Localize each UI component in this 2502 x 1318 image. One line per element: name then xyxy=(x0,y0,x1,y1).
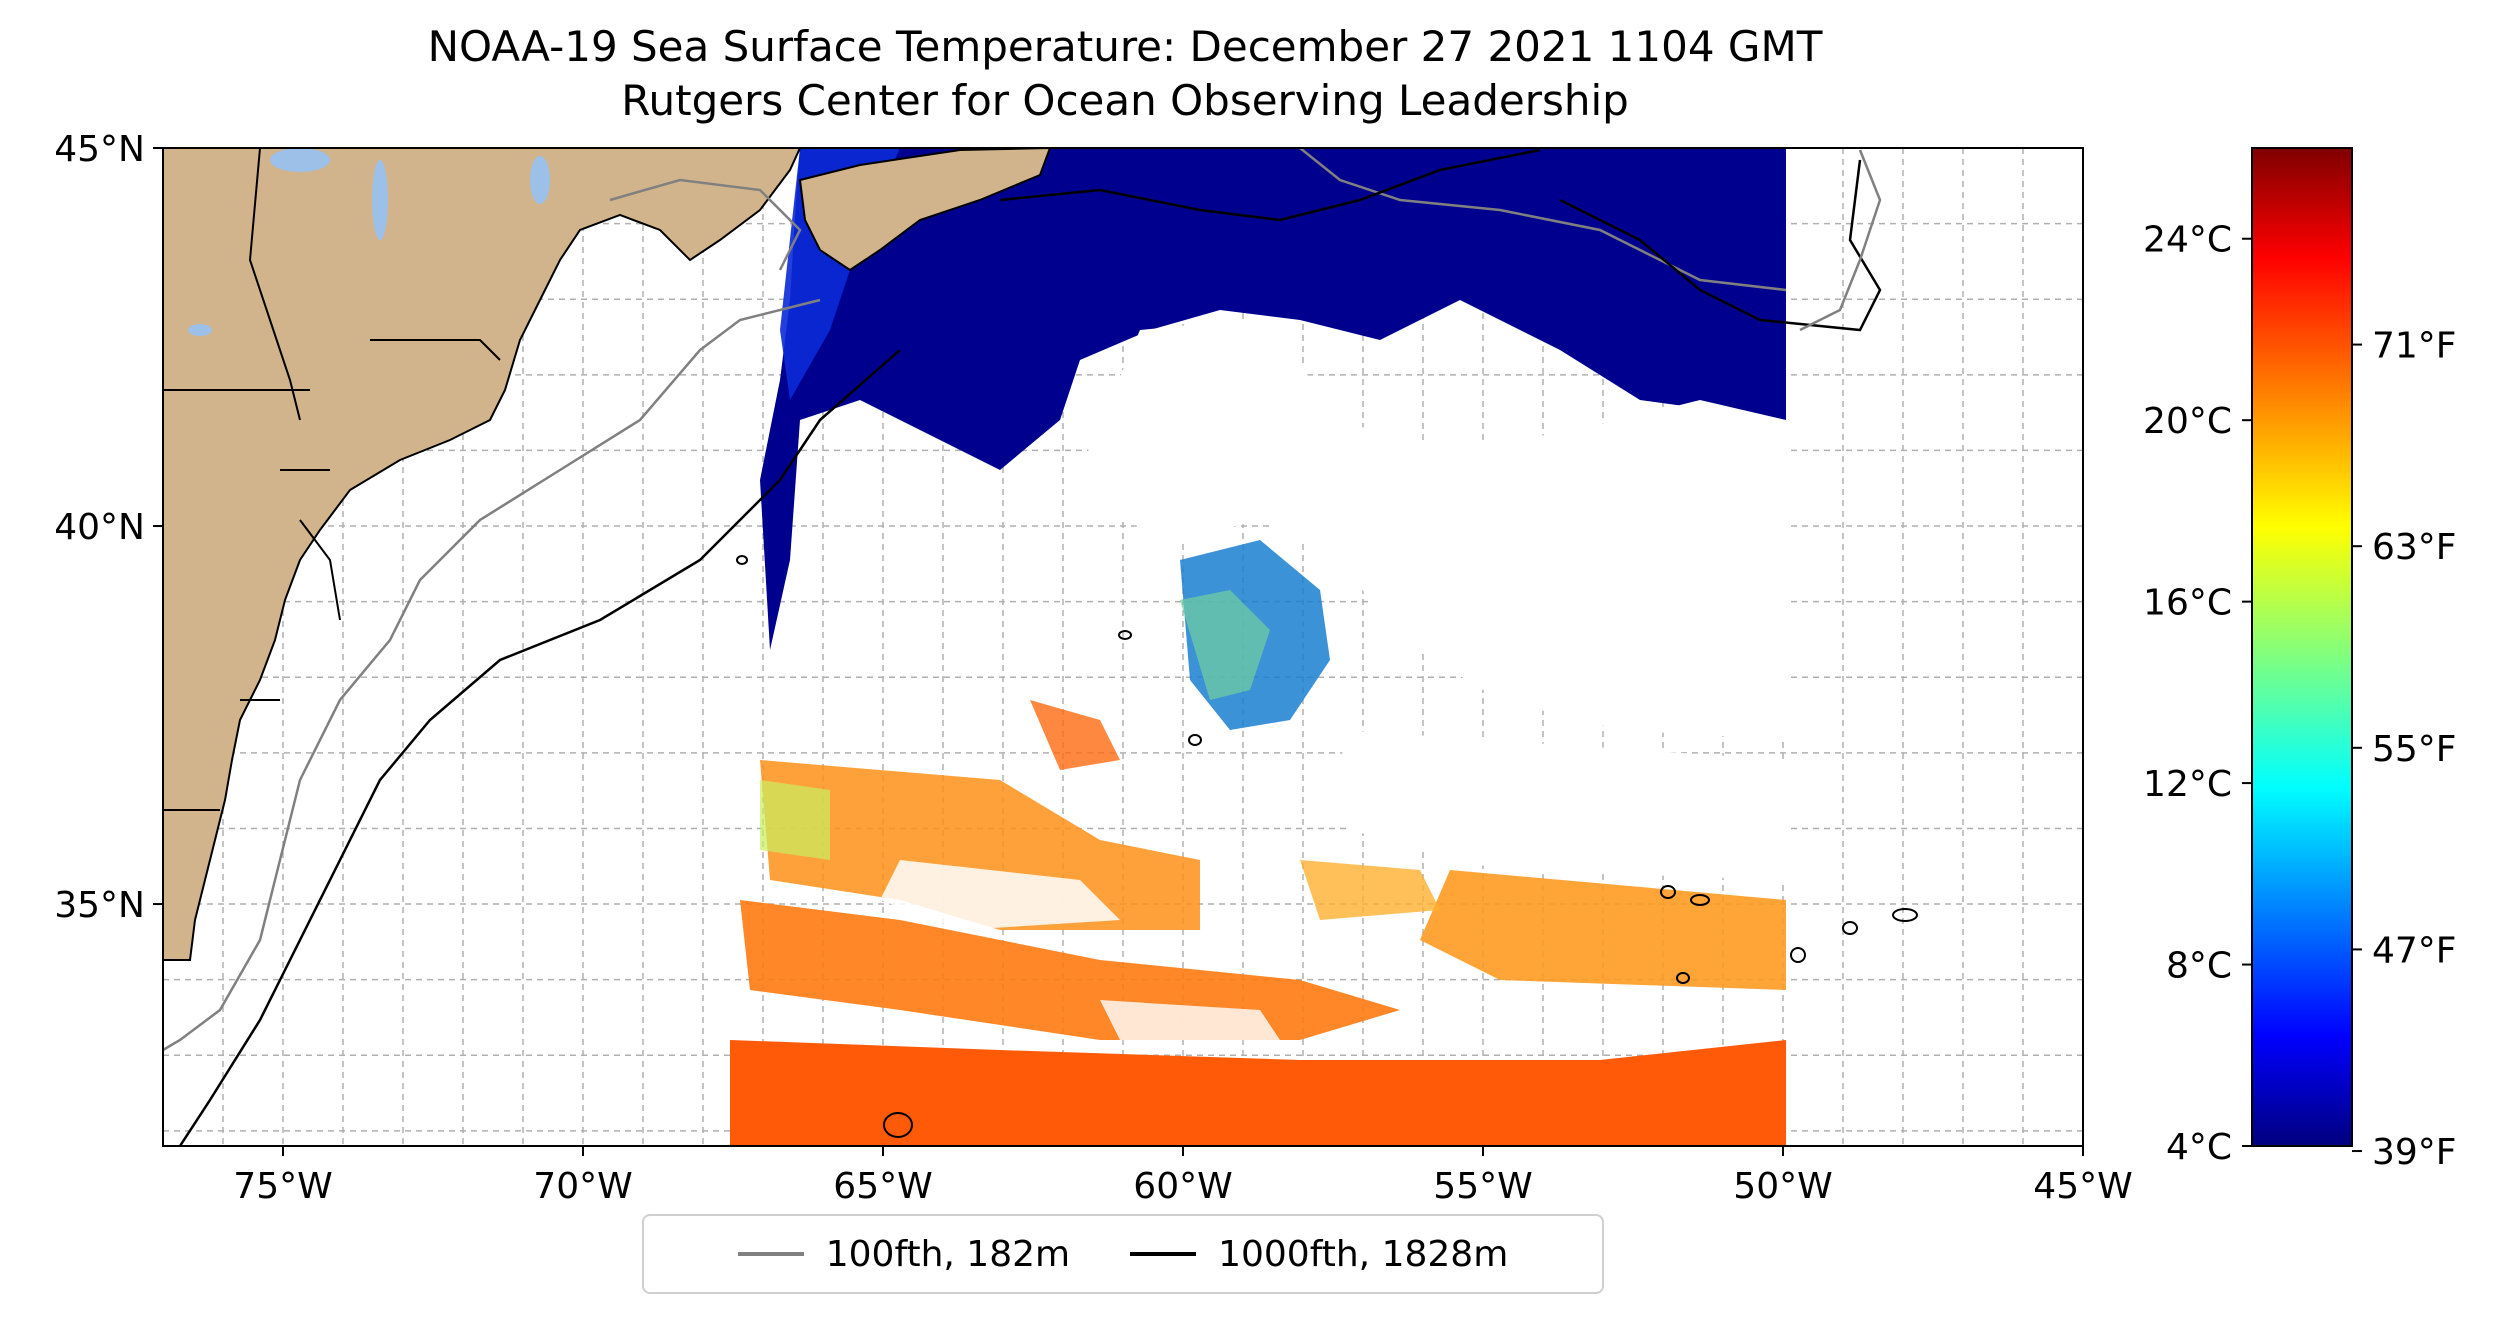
cloud-gap-2 xyxy=(1340,730,1786,880)
warm-water-band-1 xyxy=(760,760,1200,930)
green-water-patch xyxy=(760,780,830,860)
figure-title: NOAA-19 Sea Surface Temperature: Decembe… xyxy=(427,22,1823,71)
lon-tick-label: 55°W xyxy=(1433,1166,1532,1207)
lon-tick-label: 65°W xyxy=(833,1166,932,1207)
lake-4 xyxy=(530,156,550,204)
latitude-axis: 45°N 40°N 35°N xyxy=(54,129,163,926)
cold-water-region xyxy=(760,148,1786,650)
lon-tick-label: 70°W xyxy=(533,1166,632,1207)
figure-subtitle: Rutgers Center for Ocean Observing Leade… xyxy=(621,76,1629,125)
north-america-land xyxy=(163,148,802,961)
state-borders xyxy=(163,148,501,811)
legend-item-100fth: 100fth, 182m xyxy=(737,1233,1071,1275)
celsius-tick-label: 8°C xyxy=(2166,946,2232,987)
cloud-gap-3 xyxy=(880,860,1120,930)
lat-tick-label: 45°N xyxy=(54,129,145,170)
lon-tick-label: 50°W xyxy=(1733,1166,1832,1207)
legend-label-1000fth: 1000fth, 1828m xyxy=(1218,1233,1509,1275)
contour-100fth xyxy=(163,298,821,1052)
contour-legend: 100fth, 182m 1000fth, 1828m xyxy=(642,1214,1604,1294)
celsius-tick-label: 12°C xyxy=(2143,764,2232,805)
colorbar-fahrenheit-axis: 71°F 63°F 55°F 47°F 39°F xyxy=(2352,326,2457,1173)
sst-swath xyxy=(730,148,1786,1146)
contour-grand-banks xyxy=(1799,149,1882,332)
cloud-gap-4 xyxy=(1100,1000,1280,1040)
colorbar xyxy=(2251,147,2353,1147)
map-content xyxy=(163,148,2083,1146)
legend-label-100fth: 100fth, 182m xyxy=(825,1233,1071,1275)
legend-line-100fth xyxy=(737,1252,804,1256)
seamount-outlines xyxy=(736,555,1918,1138)
celsius-tick-label: 4°C xyxy=(2166,1127,2232,1168)
lon-tick-label: 60°W xyxy=(1133,1166,1232,1207)
lon-tick-label: 75°W xyxy=(233,1166,332,1207)
fahrenheit-tick-label: 47°F xyxy=(2372,930,2457,971)
fahrenheit-tick-label: 55°F xyxy=(2372,729,2457,770)
figure-titles: NOAA-19 Sea Surface Temperature: Decembe… xyxy=(160,20,2090,128)
lake-3 xyxy=(188,324,212,336)
lon-tick-label: 45°W xyxy=(2033,1166,2132,1207)
nova-scotia-land xyxy=(798,148,1052,272)
warm-water-band-4 xyxy=(1420,870,1786,990)
legend-item-1000fth: 1000fth, 1828m xyxy=(1130,1234,1508,1275)
contour-1000fth xyxy=(178,349,901,1146)
fahrenheit-tick-label: 63°F xyxy=(2372,527,2457,568)
warm-water-band-3 xyxy=(730,1040,1786,1146)
fahrenheit-tick-label: 71°F xyxy=(2372,326,2457,367)
cloud-gap-1 xyxy=(1080,320,1786,740)
lake-2 xyxy=(372,160,388,240)
warm-water-band-2 xyxy=(740,900,1400,1040)
celsius-tick-label: 24°C xyxy=(2143,220,2232,261)
celsius-tick-label: 20°C xyxy=(2143,401,2232,442)
map-frame xyxy=(162,147,2084,1147)
fahrenheit-tick-label: 39°F xyxy=(2372,1132,2457,1173)
legend-line-1000fth xyxy=(1130,1252,1197,1256)
celsius-tick-label: 16°C xyxy=(2143,583,2232,624)
warm-water-patch xyxy=(1300,860,1440,920)
contour-100fth-north xyxy=(609,148,1787,292)
orange-water-patch xyxy=(1030,700,1120,770)
lat-tick-label: 40°N xyxy=(54,507,145,548)
transition-water-patch xyxy=(1180,590,1270,700)
lat-tick-label: 35°N xyxy=(54,885,145,926)
lake-1 xyxy=(270,148,330,172)
colorbar-celsius-axis: 24°C 20°C 16°C 12°C 8°C 4°C xyxy=(2143,220,2252,1168)
longitude-axis: 75°W 70°W 65°W 60°W 55°W 50°W 45°W xyxy=(233,1146,2133,1207)
